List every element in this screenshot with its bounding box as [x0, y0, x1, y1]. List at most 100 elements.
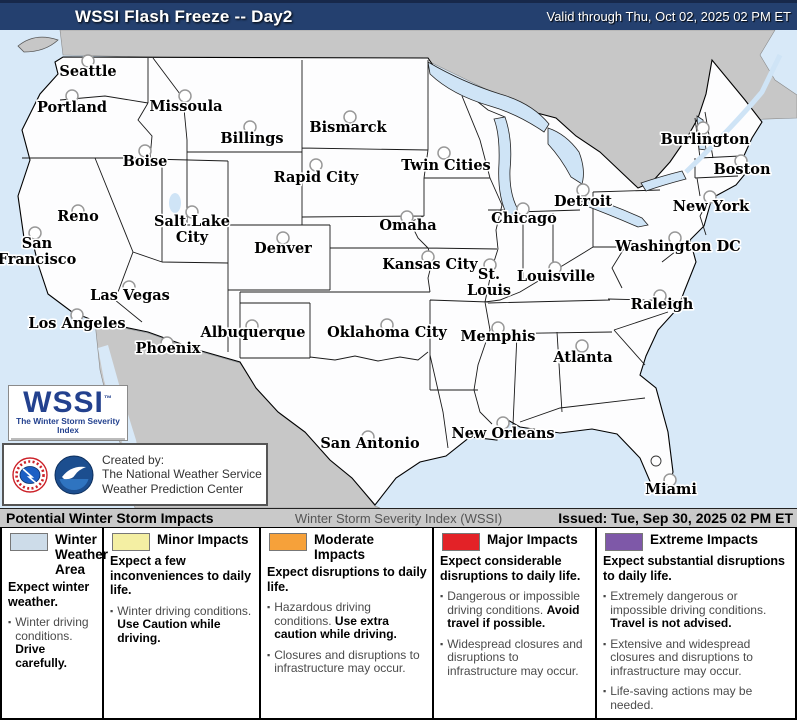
wssi-logo: WSSI™ The Winter Storm Severity Index [8, 385, 128, 441]
city-label: San Antonio [320, 435, 420, 452]
title-bar: WSSI Flash Freeze -- Day2 Valid through … [0, 0, 797, 30]
city-label: Billings [220, 130, 283, 147]
wssi-logo-word: WSSI™ [23, 386, 113, 419]
city-label: Reno [57, 208, 99, 225]
legend-title: Minor Impacts [157, 532, 249, 547]
city-marker-boise [138, 144, 152, 158]
impact-legend: Winter Weather Area Expect winter weather… [0, 528, 797, 720]
legend-column-major-impacts: Major Impacts Expect considerable disrupt… [434, 528, 597, 718]
legend-bullets: ▪ Winter driving conditions. Drive carefu… [8, 615, 98, 670]
bullet-text: Hazardous driving conditions. Use extra … [274, 600, 397, 641]
city-marker-st-louis [483, 258, 497, 272]
city-marker-missoula [178, 89, 192, 103]
lake-okeechobee [650, 455, 662, 467]
legend-summary: Expect considerable disruptions to daily… [440, 554, 581, 583]
city-marker-seattle [81, 54, 95, 68]
city-label: Washington DC [614, 238, 740, 255]
city-label: Seattle [59, 63, 116, 80]
bullet-text: Extensive and widespread closures and di… [610, 636, 753, 678]
bullet-text: Winter driving conditions. Use Caution w… [117, 603, 252, 645]
bullet-text: Life-saving actions may be needed. [610, 684, 753, 712]
st-lawrence-river [684, 53, 783, 174]
wssi-bar-subtitle: Winter Storm Severity Index (WSSI) [294, 511, 503, 526]
city-marker-las-vegas [122, 280, 136, 294]
issued-bar: Potential Winter Storm Impacts Winter St… [0, 508, 797, 528]
legend-bullet: ▪ Dangerous or impossible driving conditi… [440, 589, 591, 631]
city-marker-new-york [703, 190, 717, 204]
city-label: Oklahoma City [327, 324, 447, 341]
legend-swatch [10, 533, 48, 551]
city-label: Phoenix [135, 340, 200, 357]
city-marker-twin-cities [437, 146, 451, 160]
city-label: Boston [713, 161, 770, 178]
city-label: Rapid City [274, 169, 359, 186]
legend-bullets: ▪ Extremely dangerous or impossible drivi… [603, 589, 789, 712]
city-markers [28, 54, 748, 487]
city-label: St. [478, 266, 500, 283]
legend-title: Winter Weather Area [55, 532, 109, 577]
wssi-logo-tagline: The Winter Storm Severity Index [16, 416, 120, 435]
city-marker-phoenix [160, 336, 174, 350]
bullet-text: Closures and disruptions to infrastructu… [274, 647, 420, 675]
legend-summary: Expect winter weather. [8, 580, 90, 609]
city-marker-oklahoma-city [380, 318, 394, 332]
city-label: Albuquerque [200, 324, 306, 341]
state-borders [22, 57, 741, 449]
bullet-text: Widespread closures and disruptions to i… [447, 636, 583, 678]
bullet-text: Dangerous or impossible driving conditio… [447, 589, 580, 630]
city-marker-boston [734, 154, 748, 168]
legend-bullet: ▪ Closures and disruptions to infrastruct… [267, 647, 428, 676]
legend-summary: Expect disruptions to daily life. [267, 565, 427, 594]
city-label: Louis [467, 282, 511, 299]
bullet-icon: ▪ [440, 638, 444, 649]
city-label: Burlington [660, 131, 750, 148]
wssi-severity-scale [11, 438, 125, 440]
city-marker-bismarck [343, 110, 357, 124]
credit-line2: The National Weather Service [102, 467, 262, 482]
legend-bullet: ▪ Hazardous driving conditions. Use extra… [267, 600, 428, 642]
legend-column-minor-impacts: Minor Impacts Expect a few inconveniences… [104, 528, 261, 718]
legend-bullets: ▪ Hazardous driving conditions. Use extra… [267, 600, 428, 676]
legend-title: Extreme Impacts [650, 532, 759, 547]
credit-line3: Weather Prediction Center [102, 481, 244, 496]
city-label: Salt Lake [154, 213, 230, 230]
city-marker-omaha [400, 210, 414, 224]
valid-through-text: Valid through Thu, Oct 02, 2025 02 PM ET [546, 9, 792, 24]
legend-bullet: ▪ Life-saving actions may be needed. [603, 684, 789, 712]
credit-text: Created by: The National Weather Service… [102, 453, 262, 497]
legend-swatch [605, 533, 643, 551]
city-label: Las Vegas [90, 287, 170, 304]
nws-seal-icon [12, 456, 48, 493]
city-marker-atlanta [575, 339, 589, 353]
us-impact-map: Seattle Portland Missoula Bismarck Billings B… [0, 30, 797, 508]
bullet-text: Extremely dangerous or impossible drivin… [610, 589, 767, 630]
legend-swatch [269, 533, 307, 551]
legend-bullets: ▪ Dangerous or impossible driving conditi… [440, 589, 591, 678]
bullet-icon: ▪ [110, 605, 114, 616]
page-title: WSSI Flash Freeze -- Day2 [75, 6, 293, 26]
city-label: Francisco [0, 251, 77, 268]
credit-box: Created by: The National Weather Service… [2, 443, 268, 506]
city-marker-memphis [491, 321, 505, 335]
city-labels: Seattle Portland Missoula Bismarck Billings B… [0, 61, 773, 499]
city-marker-portland [65, 89, 79, 103]
noaa-seal-icon [54, 455, 94, 494]
legend-column-moderate-impacts: Moderate Impacts Expect disruptions to da… [261, 528, 434, 718]
city-marker-billings [243, 120, 257, 134]
bullet-icon: ▪ [603, 638, 607, 649]
legend-column-winter-weather-area: Winter Weather Area Expect winter weather… [2, 528, 108, 718]
city-label: Atlanta [552, 349, 613, 366]
vancouver-island [17, 36, 59, 53]
city-label: New York [673, 198, 750, 215]
city-marker-miami [663, 473, 677, 487]
legend-title: Major Impacts [487, 532, 578, 547]
legend-bullet: ▪ Extensive and widespread closures and d… [603, 636, 789, 679]
city-label: Boise [123, 153, 168, 170]
legend-swatch [442, 533, 480, 551]
city-label: Raleigh [631, 296, 694, 313]
great-lakes [169, 61, 707, 228]
impacts-bar-title: Potential Winter Storm Impacts [6, 510, 214, 526]
city-label: Portland [37, 99, 107, 116]
city-label: Miami [645, 481, 697, 498]
city-label: Omaha [379, 217, 437, 234]
